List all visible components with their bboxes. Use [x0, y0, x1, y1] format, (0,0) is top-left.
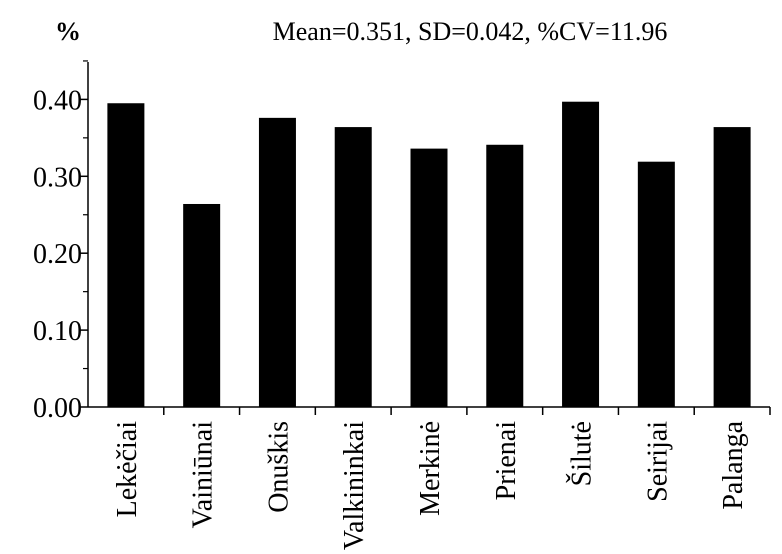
- y-tick-label: 0.00: [33, 393, 82, 424]
- bar: [183, 203, 221, 407]
- stats-annotation: Mean=0.351, SD=0.042, %CV=11.96: [273, 17, 668, 46]
- x-category-label: Merkinė: [415, 421, 446, 516]
- x-category-labels: Lekėčiai Vainiūnai Onuškis Valkininkai Merki…: [112, 407, 771, 550]
- bar: [410, 148, 448, 407]
- bar: [562, 101, 600, 407]
- x-category-label: Palanga: [718, 420, 749, 509]
- x-category-label: Onuškis: [263, 421, 294, 513]
- y-tick-label: 0.10: [33, 316, 82, 347]
- y-tick-label: 0.20: [33, 239, 82, 270]
- bar: [334, 127, 372, 408]
- bar: [107, 103, 145, 408]
- y-tick-label: 0.30: [33, 162, 82, 193]
- x-category-label: Valkininkai: [339, 421, 370, 550]
- bar: [486, 144, 524, 407]
- bars: [107, 101, 751, 408]
- y-axis-unit-label: %: [55, 17, 81, 46]
- x-category-label: Vainiūnai: [188, 421, 219, 529]
- bar: [713, 127, 751, 408]
- y-ticks: 0.00 0.10 0.20 0.30 0.40: [33, 60, 88, 424]
- x-category-label: Seirijai: [642, 421, 673, 502]
- bar: [258, 117, 296, 407]
- x-category-label: Šilutė: [567, 421, 598, 486]
- y-tick-label: 0.40: [33, 85, 82, 116]
- x-category-label: Prienai: [491, 421, 522, 501]
- x-category-label: Lekėčiai: [112, 421, 143, 518]
- bar: [637, 161, 675, 407]
